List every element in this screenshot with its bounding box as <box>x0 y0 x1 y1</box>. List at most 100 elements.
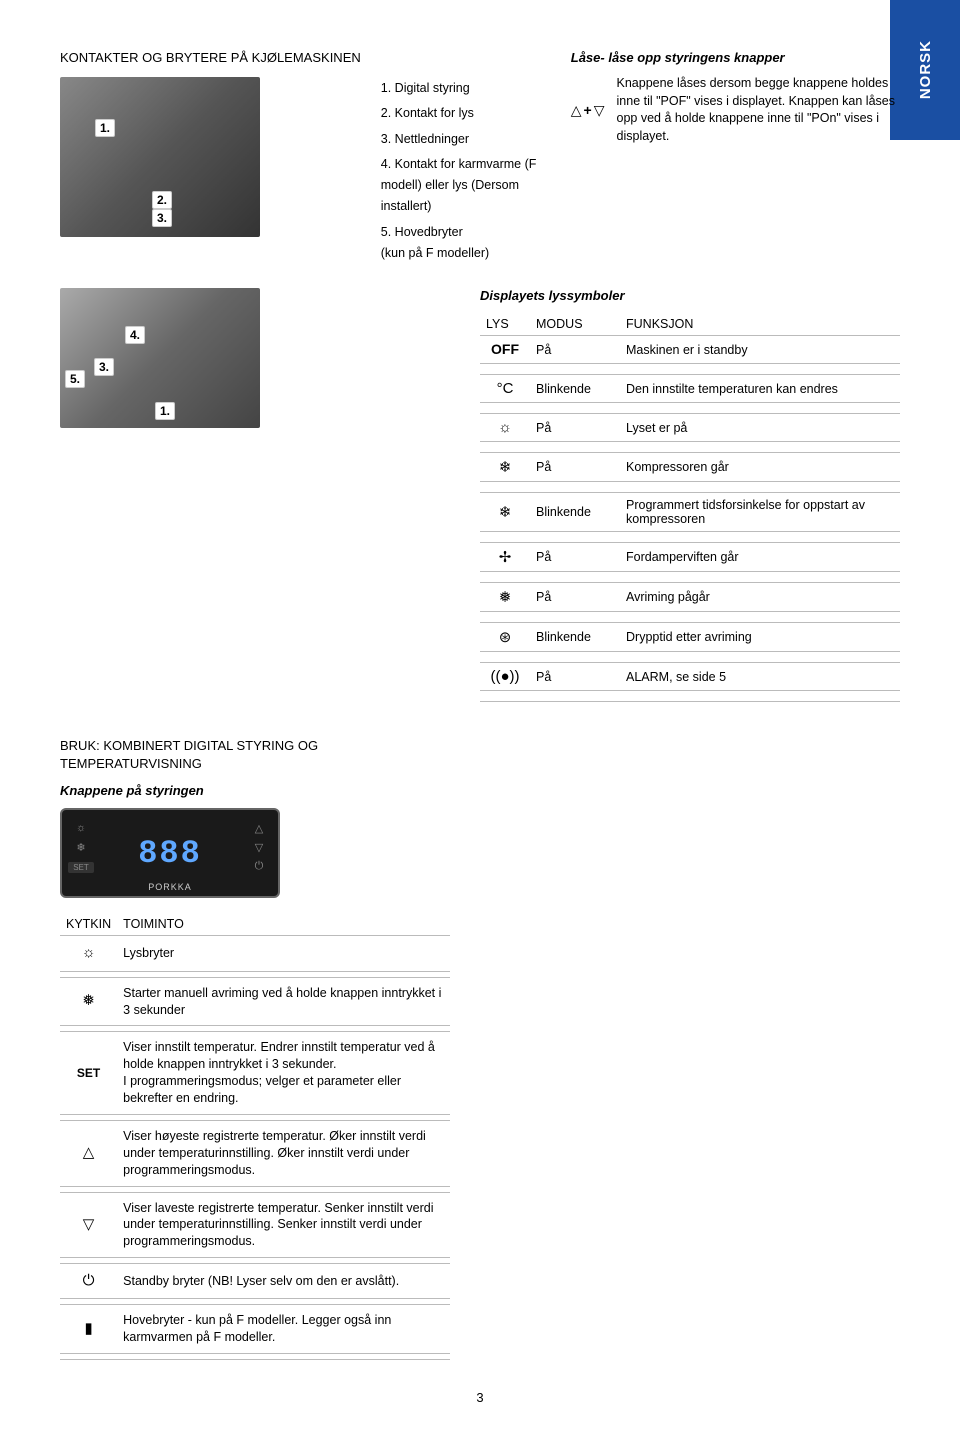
kytkin-text: Lysbryter <box>117 936 450 971</box>
plus-icon: + <box>584 102 592 118</box>
kytkin-row: ☼Lysbryter <box>60 936 450 971</box>
ctrl-icon: ☼ <box>68 822 94 834</box>
page-number: 3 <box>60 1390 900 1405</box>
symbol-row: °CBlinkendeDen innstilte temperaturen ka… <box>480 375 900 403</box>
kytkin-row: ❅Starter manuell avriming ved å holde kn… <box>60 977 450 1026</box>
symbol-icon: ❄ <box>480 453 530 482</box>
kytkin-text: Standby bryter (NB! Lyser selv om den er… <box>117 1264 450 1299</box>
callout-5: 5. <box>65 370 85 388</box>
symbol-icon: ✢ <box>480 543 530 572</box>
symbol-funksjon: Maskinen er i standby <box>620 336 900 364</box>
col-funksjon: FUNKSJON <box>620 313 900 336</box>
symbol-row: ⊛BlinkendeDrypptid etter avriming <box>480 623 900 652</box>
callout-3: 3. <box>152 209 172 227</box>
symbol-icon: ☼ <box>480 414 530 442</box>
symbol-funksjon: Programmert tidsforsinkelse for oppstart… <box>620 493 900 532</box>
symbol-icon: ⊛ <box>480 623 530 652</box>
top-section: KONTAKTER OG BRYTERE PÅ KJØLEMASKINEN 1.… <box>60 50 900 268</box>
lock-heading: Låse- låse opp styringens knapper <box>571 50 900 65</box>
symbol-row: ❄PåKompressoren går <box>480 453 900 482</box>
photo-2: 4. 3. 5. 1. <box>60 288 260 428</box>
lock-block: Låse- låse opp styringens knapper △ + ▽ … <box>571 50 900 268</box>
ctrl-icon: ▽ <box>246 841 272 854</box>
kytkin-icon: ▽ <box>60 1192 117 1258</box>
symbol-modus: På <box>530 583 620 612</box>
kytkin-table: KYTKIN TOIMINTO ☼Lysbryter❅Starter manue… <box>60 913 450 1360</box>
symbol-row: ☼PåLyset er på <box>480 414 900 442</box>
legend-item: 5. Hovedbryter (kun på F modeller) <box>381 222 541 265</box>
symbol-icon: °C <box>480 375 530 403</box>
lower-section: BRUK: KOMBINERT DIGITAL STYRING OG TEMPE… <box>60 717 900 1360</box>
symbol-funksjon: Den innstilte temperaturen kan endres <box>620 375 900 403</box>
callout-2: 2. <box>152 191 172 209</box>
kytkin-row: SETViser innstilt temperatur. Endrer inn… <box>60 1032 450 1115</box>
kytkin-icon: ☼ <box>60 936 117 971</box>
controller-brand: PORKKA <box>62 882 278 892</box>
symbol-funksjon: Fordamperviften går <box>620 543 900 572</box>
symbol-funksjon: Drypptid etter avriming <box>620 623 900 652</box>
symbol-modus: På <box>530 543 620 572</box>
col-lys: LYS <box>480 313 530 336</box>
controller-image: ☼ ❄ SET 888 △ ▽ ⏻ PORKKA <box>60 808 280 898</box>
symbol-funksjon: ALARM, se side 5 <box>620 663 900 691</box>
kytkin-icon: ❅ <box>60 977 117 1026</box>
lock-icons: △ + ▽ <box>571 75 605 145</box>
legend-item: 2. Kontakt for lys <box>381 103 541 124</box>
kytkin-text: Viser laveste registrerte temperatur. Se… <box>117 1192 450 1258</box>
display-symbols-block: Displayets lyssymboler LYS MODUS FUNKSJO… <box>480 288 900 702</box>
photo-1: 1. 2. 3. <box>60 77 260 237</box>
section2-title: BRUK: KOMBINERT DIGITAL STYRING OG TEMPE… <box>60 737 450 773</box>
kytkin-icon: △ <box>60 1120 117 1186</box>
col-kytkin: KYTKIN <box>60 913 117 936</box>
controller-display: 888 <box>138 835 202 872</box>
symbol-icon: OFF <box>480 336 530 364</box>
kytkin-icon: SET <box>60 1032 117 1115</box>
down-icon: ▽ <box>594 102 605 119</box>
symbol-modus: Blinkende <box>530 375 620 403</box>
photo-legend-column: KONTAKTER OG BRYTERE PÅ KJØLEMASKINEN 1.… <box>60 50 541 268</box>
ctrl-icon: △ <box>246 822 272 835</box>
knappene-heading: Knappene på styringen <box>60 783 450 798</box>
symbol-icon: ❅ <box>480 583 530 612</box>
symbol-row: ✢PåFordamperviften går <box>480 543 900 572</box>
kytkin-text: Viser høyeste registrerte temperatur. Øk… <box>117 1120 450 1186</box>
kytkin-row: △Viser høyeste registrerte temperatur. Ø… <box>60 1120 450 1186</box>
mid-section: 4. 3. 5. 1. Displayets lyssymboler LYS M… <box>60 288 900 702</box>
symbol-icon: ❄ <box>480 493 530 532</box>
symbol-funksjon: Lyset er på <box>620 414 900 442</box>
symbol-row: ❅PåAvriming pågår <box>480 583 900 612</box>
symbol-modus: På <box>530 414 620 442</box>
symbol-modus: På <box>530 453 620 482</box>
legend-item: 1. Digital styring <box>381 78 541 99</box>
symbol-modus: På <box>530 663 620 691</box>
symbol-modus: Blinkende <box>530 623 620 652</box>
kytkin-text: Hovebryter - kun på F modeller. Legger o… <box>117 1305 450 1354</box>
ctrl-icon: ❄ <box>68 841 94 854</box>
legend-list: 1. Digital styring 2. Kontakt for lys 3.… <box>381 78 541 268</box>
ctrl-set-icon: SET <box>68 862 94 873</box>
symbol-row: ((●))PåALARM, se side 5 <box>480 663 900 691</box>
display-symbols-table: LYS MODUS FUNKSJON OFFPåMaskinen er i st… <box>480 313 900 702</box>
kytkin-row: ▽Viser laveste registrerte temperatur. S… <box>60 1192 450 1258</box>
main-title: KONTAKTER OG BRYTERE PÅ KJØLEMASKINEN <box>60 50 361 65</box>
kytkin-row: ▮Hovebryter - kun på F modeller. Legger … <box>60 1305 450 1354</box>
callout-1b: 1. <box>155 402 175 420</box>
symbol-modus: På <box>530 336 620 364</box>
kytkin-text: Viser innstilt temperatur. Endrer innsti… <box>117 1032 450 1115</box>
col-modus: MODUS <box>530 313 620 336</box>
symbol-funksjon: Avriming pågår <box>620 583 900 612</box>
up-icon: △ <box>571 102 582 119</box>
col-toiminto: TOIMINTO <box>117 913 450 936</box>
legend-item: 4. Kontakt for karmvarme (F modell) elle… <box>381 154 541 218</box>
kytkin-icon: ⏻ <box>60 1264 117 1299</box>
symbol-modus: Blinkende <box>530 493 620 532</box>
ctrl-icon: ⏻ <box>246 860 272 873</box>
legend-item: 3. Nettledninger <box>381 129 541 150</box>
callout-3b: 3. <box>94 358 114 376</box>
kytkin-text: Starter manuell avriming ved å holde kna… <box>117 977 450 1026</box>
symbol-funksjon: Kompressoren går <box>620 453 900 482</box>
kytkin-icon: ▮ <box>60 1305 117 1354</box>
callout-1: 1. <box>95 119 115 137</box>
symbol-icon: ((●)) <box>480 663 530 691</box>
lock-text: Knappene låses dersom begge knappene hol… <box>617 75 900 145</box>
